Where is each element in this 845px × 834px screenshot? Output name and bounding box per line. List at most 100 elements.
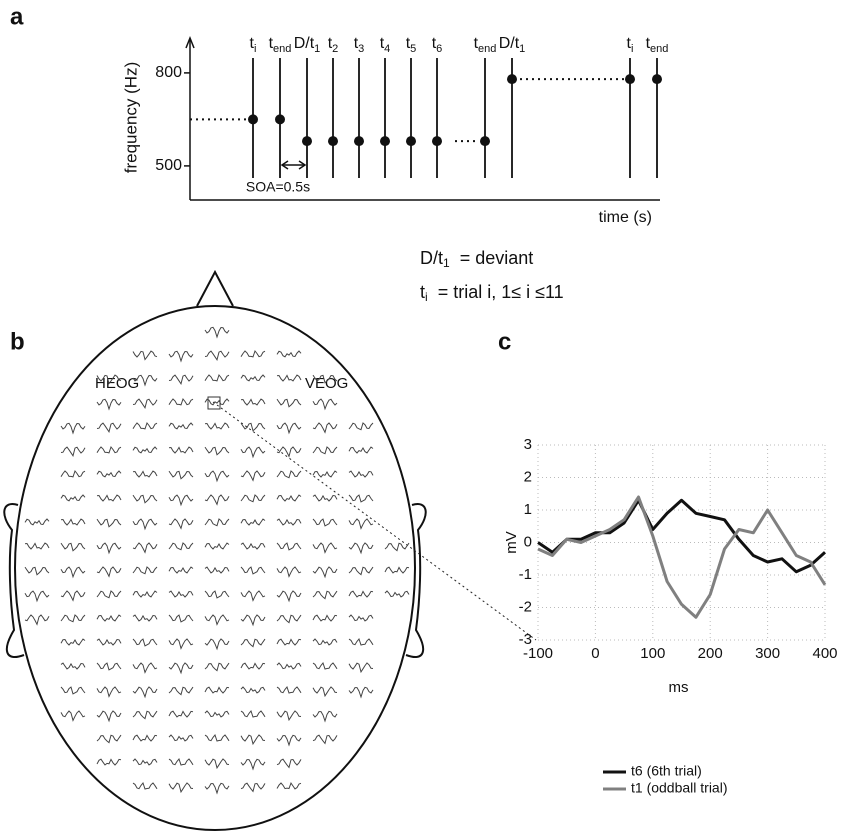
electrode-trace (240, 782, 266, 793)
event-point (507, 74, 517, 85)
y-tick-label: -1 (519, 566, 532, 583)
event-label-main: t (354, 35, 359, 52)
x-tick-label: 300 (755, 645, 780, 662)
electrode-trace (276, 374, 302, 382)
electrode-trace (132, 638, 158, 647)
event-label: t5 (406, 35, 417, 55)
x-tick-label: 100 (640, 645, 665, 662)
electrode-trace (60, 518, 86, 526)
electrode-trace (312, 734, 338, 745)
y-axis-label: frequency (Hz) (121, 62, 140, 173)
electrode-trace (276, 638, 302, 646)
electrode-trace (240, 758, 266, 771)
event-label-main: t (432, 35, 437, 52)
electrode-trace (168, 494, 194, 507)
electrode-trace (276, 350, 302, 358)
event-label-sub: end (478, 43, 496, 55)
event-point (432, 136, 442, 147)
event-label-main: D/t (499, 35, 520, 52)
event-label-main: t (250, 35, 255, 52)
event-point (380, 136, 390, 147)
electrode-trace (168, 710, 194, 718)
electrode-trace (348, 662, 374, 674)
event-label-sub: 4 (384, 43, 390, 55)
legend-label: t6 (6th trial) (631, 763, 702, 779)
definition-term: D/t (420, 248, 443, 268)
event-point (354, 136, 364, 147)
electrode-trace (312, 614, 338, 622)
electrode-trace (168, 397, 194, 406)
event-label-sub: 3 (358, 43, 364, 55)
y-tick-label: 2 (524, 468, 532, 485)
electrode-trace (96, 662, 122, 671)
electrode-trace (168, 470, 194, 480)
electrode-trace (276, 758, 302, 769)
electrode-trace (312, 661, 338, 670)
electrode-trace (168, 757, 194, 766)
electrode-trace (240, 422, 266, 432)
electrode-trace (204, 758, 230, 770)
y-tick-label: -3 (519, 631, 532, 648)
electrode-trace (132, 470, 158, 478)
electrode-trace (276, 685, 302, 694)
electrode-trace (240, 566, 266, 575)
event-label-main: t (406, 35, 411, 52)
event-label-main: t (474, 35, 479, 52)
electrode-trace (204, 733, 230, 742)
electrode-trace (240, 542, 266, 550)
annotation: SOA=0.5s (246, 179, 310, 195)
event-label-sub: i (254, 43, 256, 55)
event-label: t3 (354, 35, 365, 55)
event-label: t6 (432, 35, 443, 55)
electrode-trace (132, 518, 158, 531)
event-label-sub: 6 (436, 43, 442, 55)
y-tick-label: 3 (524, 436, 532, 453)
event-label-main: D/t (294, 35, 315, 52)
electrode-trace (204, 686, 230, 694)
electrode-trace (132, 398, 158, 410)
electrode-trace (96, 590, 122, 599)
event-label-sub: 1 (314, 43, 320, 55)
electrode-trace (60, 446, 86, 458)
electrode-trace (348, 542, 374, 555)
electrode-trace (132, 494, 158, 504)
electrode-label: HEOG (95, 375, 139, 392)
panel-label: b (10, 328, 25, 355)
electrode-trace (204, 590, 230, 599)
electrode-trace (204, 518, 230, 527)
electrode-trace (132, 566, 158, 575)
head-outline (3, 269, 427, 831)
electrode-trace (312, 446, 338, 455)
electrode-trace (168, 782, 194, 794)
event-label: t4 (380, 35, 391, 55)
electrode-trace (240, 494, 266, 503)
event-point (406, 136, 416, 147)
electrode-trace (240, 446, 266, 459)
electrode-trace (60, 614, 86, 623)
electrode-trace (96, 422, 122, 434)
event-point (328, 136, 338, 147)
electrode-trace (348, 637, 374, 646)
electrode-trace (132, 614, 158, 622)
event-point (480, 136, 490, 147)
electrode-trace (132, 374, 158, 387)
electrode-trace (312, 710, 338, 723)
electrode-trace (24, 542, 50, 550)
electrode-trace (132, 686, 158, 699)
event-label-main: t (627, 35, 632, 52)
electrode-trace (132, 446, 158, 454)
electrode-trace (240, 398, 266, 406)
electrode-trace (168, 638, 194, 650)
legend-label: t1 (oddball trial) (631, 780, 728, 796)
electrode-trace (312, 566, 338, 579)
electrode-trace (240, 638, 266, 648)
electrode-trace (276, 542, 302, 551)
definition: ti = trial i, 1≤ i ≤11 (420, 282, 564, 304)
electrode-trace (348, 518, 374, 530)
definition-text: = deviant (460, 248, 534, 268)
electrode-trace (96, 398, 122, 411)
electrode-trace (132, 758, 158, 766)
definition-sub: i (425, 290, 428, 304)
x-axis-label: time (s) (599, 209, 652, 226)
